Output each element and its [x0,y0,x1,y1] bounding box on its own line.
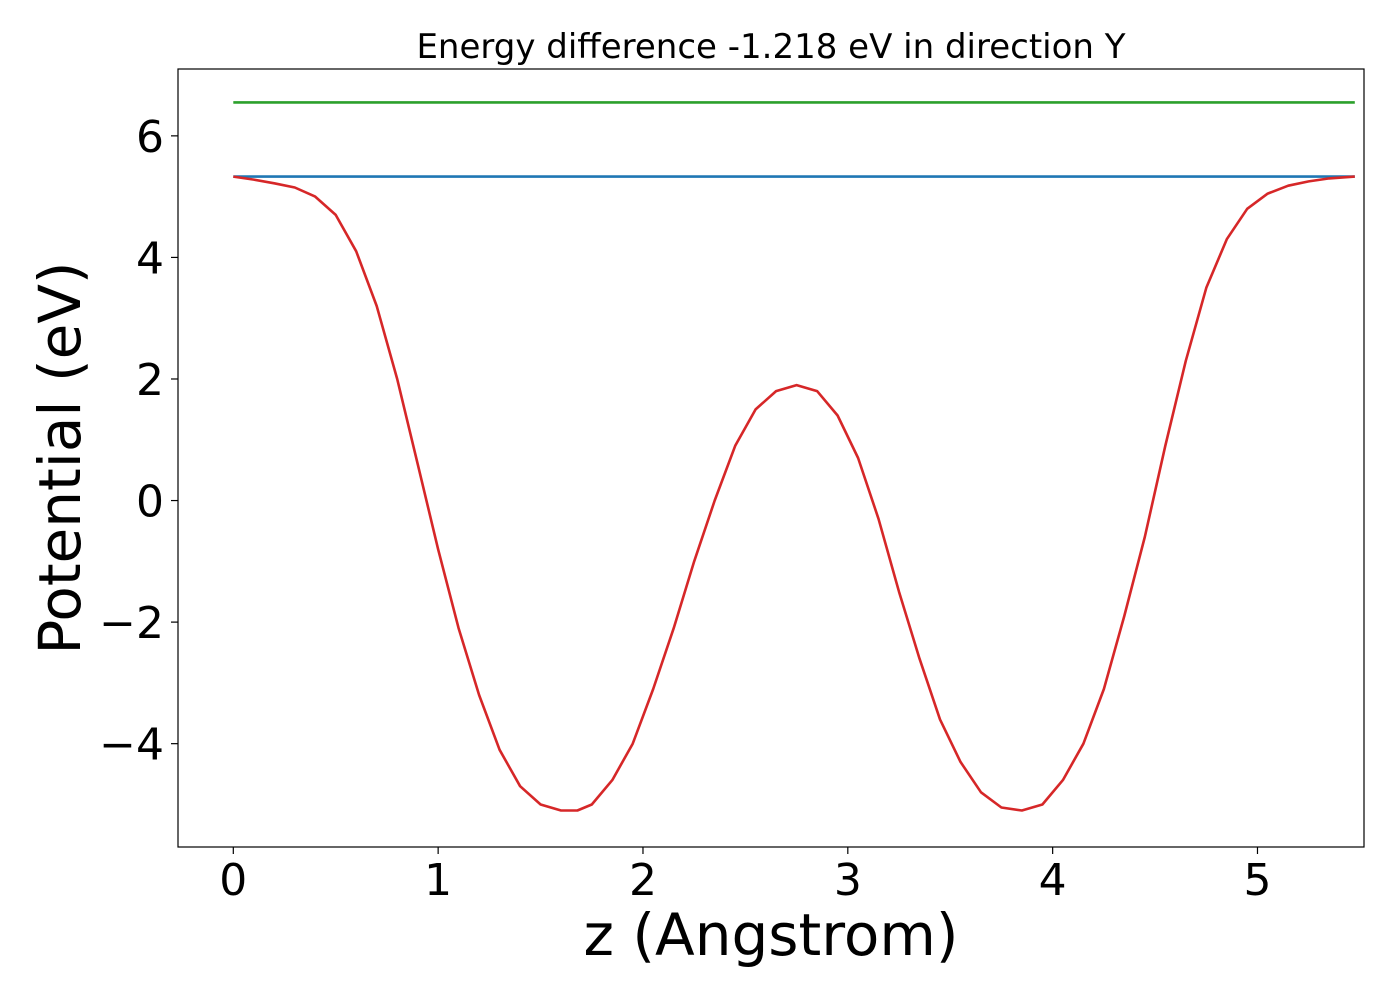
y-tick-label: −2 [99,598,164,649]
x-tick-label: 4 [1039,855,1067,906]
chart-title: Energy difference -1.218 eV in direction… [416,27,1125,67]
y-axis-label: Potential (eV) [26,261,94,654]
y-tick-label: −4 [99,720,164,771]
plot-area-frame [177,68,1365,848]
y-tick-label: 6 [136,112,164,163]
series-line-3 [233,175,1355,812]
x-tick-label: 1 [424,855,452,906]
x-axis-ticks: 0 1 2 3 4 5 [219,847,1271,906]
x-tick-label: 5 [1243,855,1271,906]
x-tick-label: 0 [219,855,247,906]
y-tick-label: 2 [136,355,164,406]
x-tick-label: 2 [629,855,657,906]
y-tick-label: 0 [136,477,164,528]
y-axis-ticks: −4 −2 0 2 4 6 [99,112,178,771]
y-tick-label: 4 [136,233,164,284]
x-axis-label: z (Angstrom) [584,901,959,969]
series-layer [233,101,1355,812]
x-tick-label: 3 [834,855,862,906]
